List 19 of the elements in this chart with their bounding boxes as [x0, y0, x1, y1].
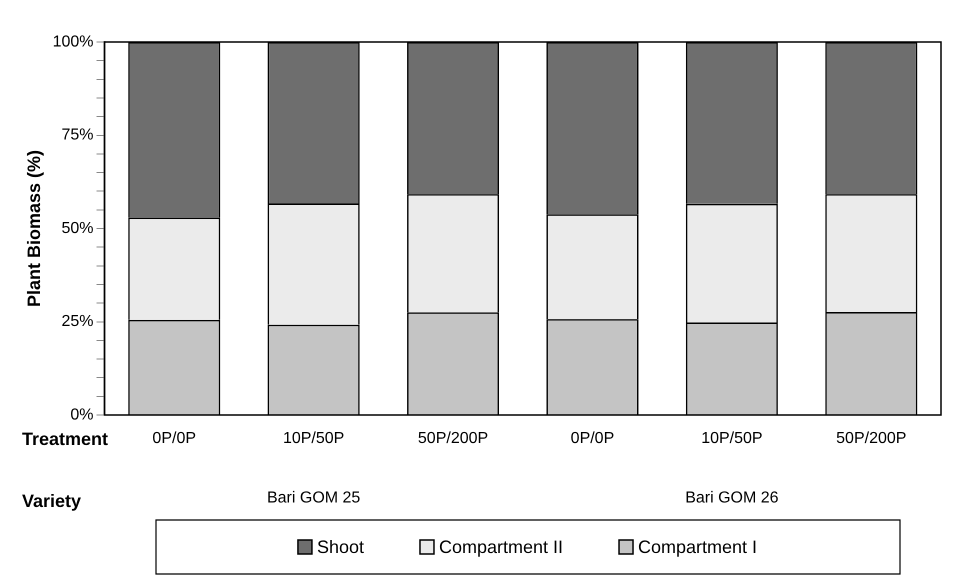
legend-label: Shoot — [316, 536, 364, 557]
x-tick-label: 50P/200P — [418, 430, 488, 448]
y-tick-label: 0% — [70, 406, 94, 424]
text: Treatment — [22, 428, 108, 449]
y-tick-label: 50% — [61, 220, 94, 237]
x-tick-label: 10P/50P — [701, 430, 763, 448]
x-tick-label: 50P/200P — [836, 430, 906, 448]
x-tick-label: 10P/50P — [282, 430, 344, 448]
y-tick-label: 25% — [61, 313, 94, 330]
x-tick-label: 0P/0P — [570, 430, 614, 448]
text: Bari GOM 26 — [685, 489, 779, 506]
y-tick-label: 100% — [52, 33, 94, 50]
y-axis-title: Plant Biomass (%) — [24, 150, 44, 308]
x-tick-label: 0P/0P — [152, 430, 196, 448]
text: Variety — [22, 490, 82, 511]
legend-label: Compartment I — [638, 536, 758, 557]
legend-label: Compartment II — [438, 536, 564, 557]
text: Bari GOM 25 — [266, 489, 360, 506]
y-tick-label: 75% — [61, 126, 94, 144]
